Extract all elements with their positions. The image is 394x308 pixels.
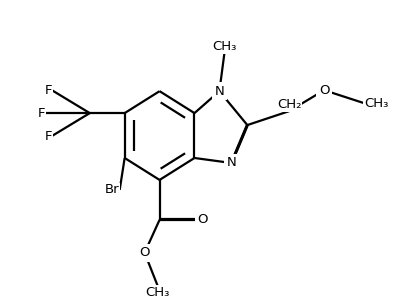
Text: F: F (45, 130, 52, 143)
Text: CH₃: CH₃ (212, 40, 236, 53)
Text: O: O (197, 213, 208, 226)
Text: Br: Br (105, 183, 120, 197)
Text: CH₃: CH₃ (145, 286, 170, 299)
Text: F: F (45, 84, 52, 97)
Text: N: N (215, 85, 224, 98)
Text: F: F (37, 107, 45, 120)
Text: CH₃: CH₃ (364, 97, 388, 110)
Text: N: N (227, 156, 236, 169)
Text: O: O (139, 246, 150, 259)
Text: O: O (319, 84, 329, 97)
Text: CH₂: CH₂ (277, 98, 301, 111)
